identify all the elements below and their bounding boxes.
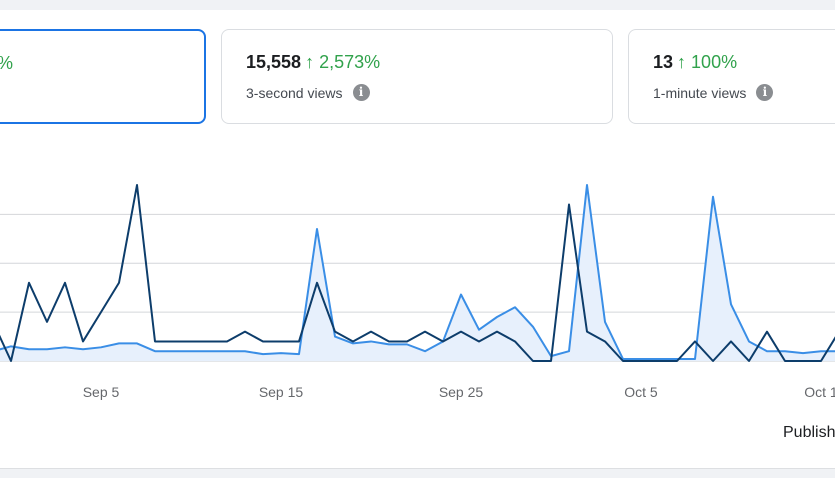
insights-panel: % 15,558↑ 2,573% 3-second views i 13↑ 10… (0, 10, 835, 469)
info-icon[interactable]: i (352, 84, 370, 101)
metric-label: 1-minute views (653, 84, 747, 101)
metric-card-selected[interactable]: % (0, 29, 206, 124)
metric-label: 3-second views (246, 84, 343, 101)
series-line-light (0, 184, 835, 361)
arrow-up-icon: ↑ (305, 52, 315, 72)
series-area (0, 185, 835, 361)
x-tick-label: Sep 25 (439, 384, 484, 400)
metric-value: 15,558 (246, 52, 302, 72)
metric-delta: ↑ 100% (677, 52, 737, 72)
metric-card-1-minute-views[interactable]: 13 ↑ 100% 1-minute views i (628, 29, 835, 124)
metric-value-line: 13 ↑ 100% (653, 52, 737, 73)
arrow-up-icon: ↑ (677, 52, 687, 72)
series-line-dark (0, 184, 835, 362)
x-tick-label: Oct 5 (624, 384, 658, 400)
x-tick-label: Oct 1 (804, 384, 835, 400)
metric-value-line: % (0, 53, 13, 74)
metric-delta-text: 100% (691, 52, 738, 72)
x-tick-label: Sep 15 (259, 384, 304, 400)
info-icon[interactable]: i (756, 84, 774, 101)
metric-delta: % (0, 53, 13, 73)
line-chart: Sep 5 Sep 15 Sep 25 Oct 5 Oct 1 (0, 184, 835, 400)
metric-label-line: 3-second views i (246, 84, 370, 101)
metric-delta: ↑ 2,573% (305, 52, 380, 72)
metric-label-line: 1-minute views i (653, 84, 774, 101)
metric-card-3-second-views[interactable]: 15,558 ↑ 2,573% 3-second views i (221, 29, 613, 124)
publish-label: Publish (783, 424, 835, 441)
metric-value-line: 15,558 ↑ 2,573% (246, 52, 380, 73)
metric-delta-text: 2,573% (319, 52, 381, 72)
x-tick-label: Sep 5 (83, 384, 120, 400)
metric-value: 13 (653, 52, 674, 72)
